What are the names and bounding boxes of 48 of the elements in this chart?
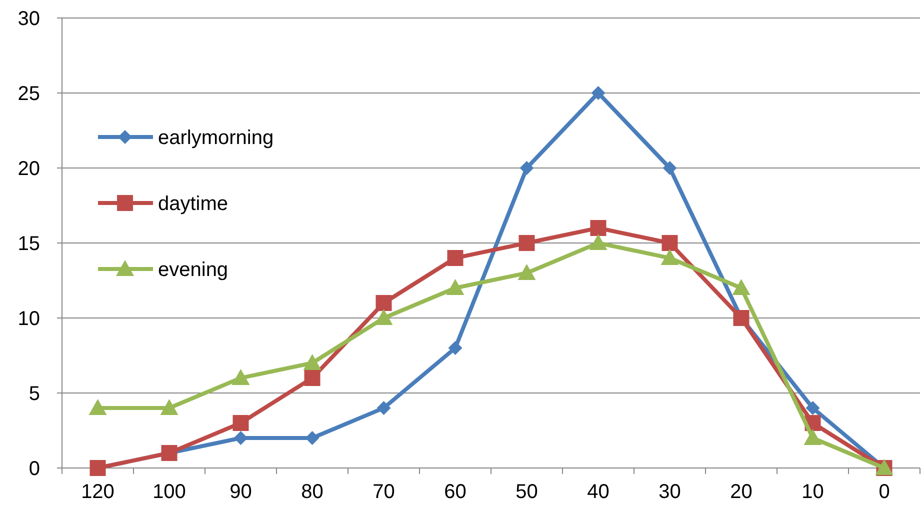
point bbox=[232, 415, 249, 431]
y-tick-label: 25 bbox=[18, 83, 40, 105]
point bbox=[662, 235, 678, 251]
x-tick-label: 80 bbox=[301, 481, 324, 503]
x-tick-label: 100 bbox=[152, 481, 186, 503]
point bbox=[376, 401, 391, 415]
x-tick-label: 40 bbox=[587, 481, 610, 503]
point bbox=[376, 295, 392, 311]
x-tick-label: 120 bbox=[81, 481, 114, 503]
x-tick-label: 70 bbox=[372, 481, 395, 503]
point bbox=[591, 86, 606, 100]
point bbox=[304, 370, 320, 386]
y-tick-label: 30 bbox=[18, 8, 40, 30]
x-tick-label: 60 bbox=[444, 481, 466, 503]
point bbox=[518, 264, 536, 280]
point bbox=[518, 235, 535, 251]
point bbox=[234, 431, 248, 445]
point bbox=[303, 354, 322, 370]
y-tick-label: 10 bbox=[18, 308, 40, 330]
point bbox=[662, 161, 677, 175]
y-tick-label: 15 bbox=[18, 233, 40, 255]
point bbox=[448, 341, 462, 355]
point bbox=[447, 250, 464, 266]
point bbox=[806, 401, 820, 415]
x-tick-label: 10 bbox=[802, 481, 824, 503]
legend-label: evening bbox=[158, 259, 228, 281]
legend-label: daytime bbox=[158, 193, 228, 215]
point bbox=[232, 369, 250, 385]
y-tick-label: 5 bbox=[28, 383, 40, 405]
y-tick-label: 0 bbox=[28, 458, 40, 480]
point bbox=[520, 161, 534, 175]
point bbox=[374, 309, 393, 325]
y-tick-label: 20 bbox=[18, 158, 40, 180]
point bbox=[660, 249, 679, 265]
point bbox=[446, 279, 464, 295]
x-tick-label: 0 bbox=[878, 481, 890, 503]
point bbox=[589, 234, 608, 250]
x-tick-label: 90 bbox=[230, 481, 252, 503]
point bbox=[88, 399, 107, 415]
x-tick-label: 50 bbox=[516, 481, 538, 503]
point bbox=[732, 279, 750, 295]
point bbox=[804, 429, 822, 445]
x-tick-label: 30 bbox=[658, 481, 681, 503]
x-tick-label: 20 bbox=[730, 481, 752, 503]
point bbox=[305, 431, 320, 445]
point bbox=[160, 399, 178, 415]
point bbox=[590, 220, 606, 236]
legend-label: earlymorning bbox=[158, 127, 274, 149]
